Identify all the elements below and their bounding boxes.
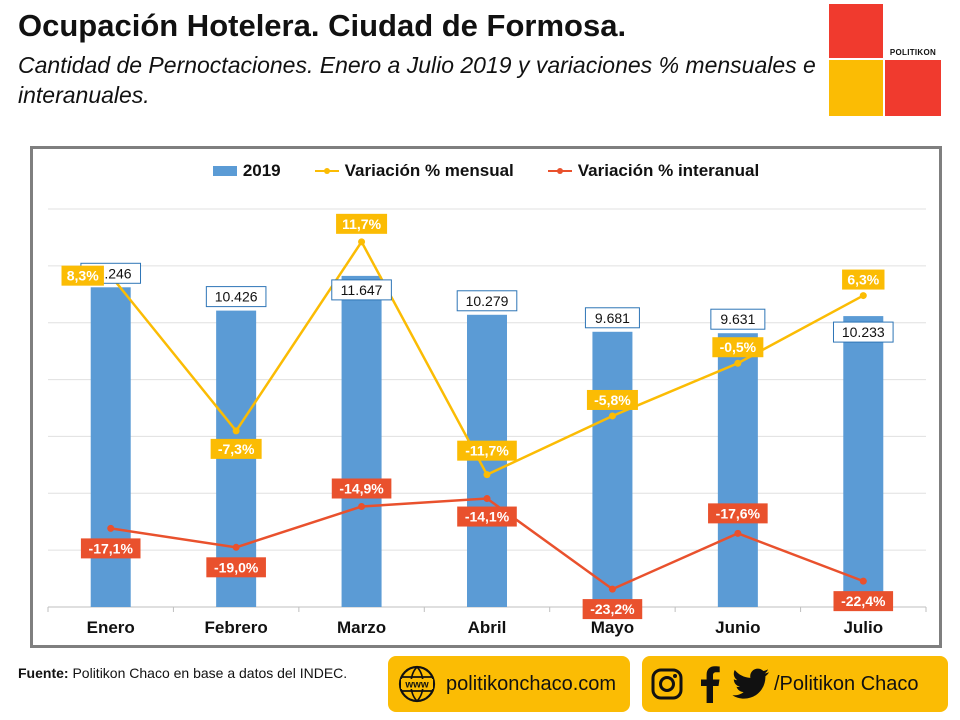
- bar-label-4-box: [456, 290, 518, 312]
- bar-7: [843, 316, 884, 607]
- mensual-label-1: 8,3%: [67, 268, 99, 284]
- source-note: Fuente: Politikon Chaco en base a datos …: [18, 664, 358, 682]
- logo-square-bottom-right: [885, 60, 941, 116]
- point-mensual-4: [483, 471, 491, 479]
- x-tick-label-1: Enero: [87, 618, 135, 637]
- instagram-icon[interactable]: [650, 667, 684, 701]
- bar-4: [467, 314, 507, 607]
- bar-3: [341, 275, 382, 607]
- website-link[interactable]: politikonchaco.com: [446, 672, 617, 695]
- mensual-label-2: -7,3%: [218, 441, 255, 457]
- point-mensual-5: [608, 412, 616, 420]
- mensual-label-4: -11,7%: [465, 443, 509, 459]
- point-interanual-5: [608, 585, 616, 593]
- bar-label-7: 10.233: [842, 324, 885, 340]
- interanual-label-6: -17,6%: [716, 505, 761, 521]
- bar-label-3-box: [331, 279, 392, 301]
- mensual-label-6: -0,5%: [720, 339, 757, 355]
- mensual-label-7: 6,3%: [847, 272, 879, 288]
- source-label: Fuente:: [18, 665, 69, 681]
- legend-label-mensual: Variación % mensual: [344, 161, 514, 180]
- logo-label: POLITIKON: [889, 48, 937, 57]
- bar-label-3: 11.647: [341, 282, 383, 298]
- interanual-label-6-box: [708, 503, 768, 524]
- point-interanual-4: [483, 495, 491, 503]
- x-tick-label-5: Mayo: [591, 618, 634, 637]
- interanual-label-7: -22,4%: [841, 593, 886, 609]
- legend-item-mensual: Variación % mensual: [314, 161, 514, 181]
- bar-5: [592, 331, 633, 607]
- bar-label-6-box: [710, 308, 766, 330]
- interanual-label-2-box: [206, 557, 266, 578]
- www-icon-text: www: [404, 680, 429, 691]
- chart-legend: 2019 Variación % mensual Variación % int…: [33, 161, 939, 181]
- interanual-label-5-box: [582, 599, 643, 620]
- chart-area: 11.246 10.426 11.647 10.279 9.681 9.631 10.233…: [30, 146, 942, 648]
- point-interanual-6: [734, 529, 742, 537]
- mensual-label-1-box: [61, 265, 104, 286]
- legend-label-interanual: Variación % interanual: [577, 161, 760, 180]
- logo-square-bottom-left: [829, 60, 883, 116]
- mensual-label-5-box: [586, 389, 638, 410]
- mensual-label-3-box: [336, 213, 388, 234]
- facebook-icon[interactable]: [694, 665, 724, 703]
- interanual-label-1: -17,1%: [89, 540, 134, 556]
- social-badge: /Politikon Chaco: [642, 656, 948, 712]
- chart-title: Ocupación Hotelera. Ciudad de Formosa.: [18, 8, 627, 43]
- legend-swatch-bars: [212, 166, 237, 176]
- bar-label-2-box: [205, 286, 267, 308]
- point-interanual-2: [232, 543, 240, 551]
- twitter-icon[interactable]: [732, 668, 770, 700]
- mensual-label-7-box: [842, 269, 885, 290]
- mensual-label-5: -5,8%: [594, 392, 631, 408]
- bar-label-5: 9.681: [595, 310, 630, 326]
- bar-6: [717, 333, 758, 607]
- point-interanual-3: [358, 503, 366, 511]
- x-tick-label-7: Julio: [843, 618, 883, 637]
- bar-label-5-box: [584, 307, 640, 329]
- bar-label-2: 10.426: [215, 289, 258, 305]
- point-mensual-6: [734, 359, 742, 367]
- x-tick-label-3: Marzo: [337, 618, 386, 637]
- mensual-label-6-box: [712, 337, 764, 358]
- globe-www-icon: www: [398, 665, 436, 703]
- mensual-label-3: 11,7%: [342, 216, 381, 232]
- x-tick-label-2: Febrero: [204, 618, 267, 637]
- interanual-label-3-box: [331, 478, 392, 499]
- chart-subtitle: Cantidad de Pernoctaciones. Enero a Juli…: [18, 52, 816, 108]
- website-badge[interactable]: www politikonchaco.com: [388, 656, 630, 712]
- bar-1: [90, 287, 131, 607]
- interanual-label-1-box: [80, 538, 141, 559]
- mensual-label-4-box: [457, 440, 517, 461]
- mensual-label-2-box: [210, 438, 262, 459]
- logo-square-top-left: [829, 4, 883, 58]
- source-text: Politikon Chaco en base a datos del INDE…: [72, 665, 348, 681]
- point-mensual-2: [232, 427, 240, 435]
- bar-label-4: 10.279: [466, 293, 509, 309]
- legend-swatch-interanual: [547, 166, 572, 176]
- interanual-label-4-box: [457, 506, 517, 527]
- point-interanual-7: [859, 577, 867, 585]
- interanual-label-3: -14,9%: [339, 481, 384, 497]
- interanual-label-2: -19,0%: [214, 559, 259, 575]
- x-tick-label-4: Abril: [468, 618, 507, 637]
- point-mensual-3: [358, 238, 366, 246]
- interanual-label-5: -23,2%: [590, 601, 635, 617]
- legend-label-bars: 2019: [242, 161, 281, 180]
- interanual-label-7-box: [833, 591, 894, 612]
- point-interanual-1: [107, 524, 115, 532]
- point-mensual-7: [859, 292, 867, 300]
- bar-label-6: 9.631: [720, 311, 755, 327]
- legend-item-bars: 2019: [212, 161, 281, 181]
- social-handle[interactable]: /Politikon Chaco: [774, 672, 919, 695]
- legend-swatch-mensual: [314, 166, 339, 176]
- x-tick-label-6: Junio: [715, 618, 760, 637]
- bar-label-7-box: [832, 321, 894, 343]
- politikon-logo: POLITIKON: [829, 4, 941, 116]
- legend-item-interanual: Variación % interanual: [547, 161, 760, 181]
- interanual-label-4: -14,1%: [465, 509, 510, 525]
